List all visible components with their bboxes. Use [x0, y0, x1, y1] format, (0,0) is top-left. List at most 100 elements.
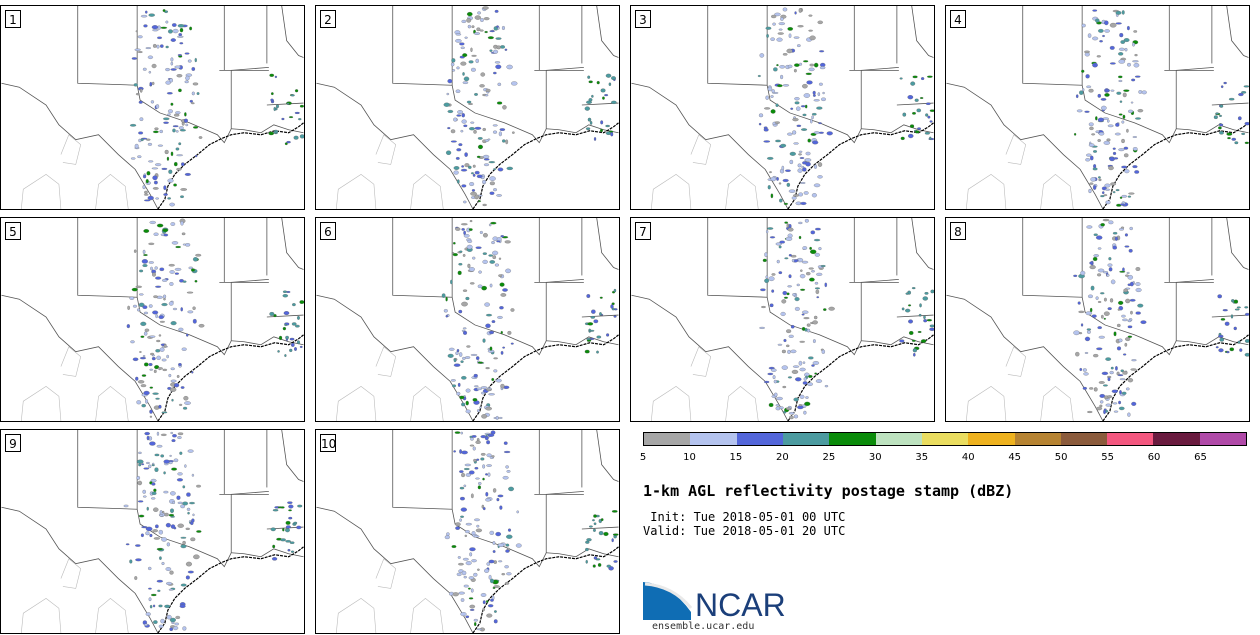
storm-cell — [1080, 323, 1084, 327]
storm-cell — [161, 537, 168, 542]
storm-cell — [464, 463, 471, 467]
storm-cell — [1231, 137, 1236, 141]
storm-cell — [808, 14, 813, 17]
storm-cell — [515, 543, 522, 548]
storm-cell — [141, 526, 148, 529]
storm-cell — [810, 118, 813, 124]
storm-cell — [598, 531, 604, 536]
storm-cell — [169, 617, 176, 623]
storm-cell — [469, 547, 476, 552]
storm-cell — [1126, 128, 1129, 133]
storm-cell — [165, 45, 169, 49]
state-border — [136, 430, 269, 568]
storm-cell — [480, 593, 487, 597]
storm-cell — [466, 18, 472, 23]
storm-cell — [914, 130, 920, 134]
state-border — [581, 314, 619, 318]
member-label: 6 — [320, 222, 336, 240]
storm-cell — [499, 128, 506, 131]
storm-cell — [135, 558, 142, 562]
storm-cell — [151, 25, 159, 30]
storm-cell — [147, 55, 154, 60]
storm-cell — [185, 243, 191, 247]
storm-cell — [187, 310, 194, 314]
storm-cell — [1244, 312, 1249, 316]
storm-cell — [172, 434, 177, 438]
storm-cell — [1076, 109, 1083, 113]
storm-cell — [1103, 408, 1107, 411]
storm-cell — [600, 128, 603, 133]
storm-cell — [192, 306, 196, 310]
storm-cell — [797, 25, 804, 28]
storm-cell — [798, 153, 802, 156]
storm-cell — [180, 307, 183, 312]
storm-cell — [452, 242, 456, 245]
storm-cell — [1135, 267, 1141, 271]
storm-cell — [186, 507, 191, 511]
storm-cell — [139, 269, 144, 273]
storm-cell — [148, 242, 155, 245]
storm-cell — [187, 449, 194, 453]
map-canvas — [946, 6, 1249, 209]
storm-cell — [492, 130, 498, 134]
storm-cell — [505, 268, 512, 274]
storm-cell — [818, 131, 824, 134]
storm-cell — [812, 94, 816, 97]
storm-cell — [772, 375, 776, 380]
storm-cell — [170, 321, 177, 326]
storm-cell — [154, 127, 159, 131]
member-panel-3: 3 — [630, 5, 935, 210]
storm-cell — [488, 161, 496, 164]
storm-cell — [489, 260, 496, 264]
storm-cell — [1112, 191, 1116, 194]
state-border — [546, 124, 619, 134]
storm-cell — [786, 344, 790, 348]
coastline — [157, 122, 304, 209]
storm-cell — [191, 371, 194, 374]
storm-cell — [1127, 274, 1134, 280]
state-border — [281, 6, 304, 58]
storm-cell — [149, 415, 153, 418]
storm-cell — [156, 547, 163, 551]
storm-cell — [459, 395, 465, 400]
storm-cell — [470, 437, 474, 441]
storm-cell — [485, 367, 490, 370]
storm-cell — [159, 129, 163, 134]
storm-cell — [1086, 85, 1092, 89]
storm-cell — [193, 554, 200, 560]
storm-cell — [1132, 42, 1135, 47]
storm-cell — [909, 331, 914, 335]
storm-cell — [142, 495, 147, 498]
storm-cell — [455, 89, 461, 93]
storm-cell — [173, 113, 180, 117]
storm-cell — [929, 120, 933, 123]
state-border — [231, 548, 304, 558]
storm-cell — [768, 276, 775, 282]
figure-title: 1-km AGL reflectivity postage stamp (dBZ… — [643, 482, 1014, 500]
storm-cell — [468, 60, 474, 64]
storm-cell — [767, 185, 771, 190]
colorbar-segment — [1060, 433, 1108, 445]
storm-cell — [144, 623, 148, 627]
storm-cell — [809, 249, 817, 254]
storm-cell — [462, 72, 465, 76]
storm-cell — [500, 383, 505, 389]
storm-cell — [443, 102, 450, 107]
county-border — [335, 597, 377, 633]
storm-cell — [1091, 133, 1096, 136]
coastline — [1102, 122, 1249, 209]
state-border — [316, 506, 474, 633]
storm-cell — [158, 624, 164, 628]
storm-cell — [473, 373, 478, 378]
colorbar-tick-label: 20 — [776, 452, 789, 463]
storm-cell — [1123, 153, 1129, 158]
storm-cell — [285, 540, 291, 543]
storm-cell — [1130, 281, 1134, 287]
storm-cell — [1088, 122, 1094, 127]
storm-cell — [142, 174, 147, 179]
storm-cell — [172, 626, 179, 631]
storm-cell — [765, 275, 769, 279]
storm-cell — [145, 138, 151, 141]
storm-cell — [163, 344, 167, 348]
storm-cell — [589, 120, 593, 125]
